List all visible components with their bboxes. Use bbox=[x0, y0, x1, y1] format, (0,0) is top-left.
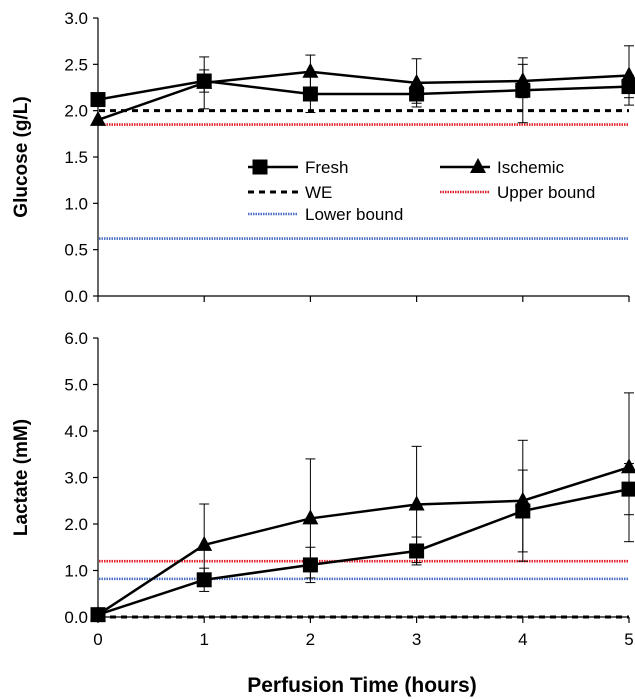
x-tick-label: 2 bbox=[306, 630, 315, 649]
y-tick-label: 0.5 bbox=[64, 241, 88, 260]
data-point-fresh bbox=[621, 481, 635, 497]
y-tick-label: 6.0 bbox=[64, 329, 88, 348]
glucose-chart: 0.0 0.5 1.0 1.5 2.0 2.5 3.0 Glucose (g/L) bbox=[11, 9, 635, 306]
y-tick-label: 5.0 bbox=[64, 376, 88, 395]
y-tick-label: 2.0 bbox=[64, 515, 88, 534]
series-line-fresh bbox=[97, 79, 630, 101]
y-tick-label: 2.0 bbox=[64, 102, 88, 121]
data-point-ischemic bbox=[90, 110, 106, 126]
legend: Fresh Ischemic WE Upper bound Lower bound bbox=[248, 158, 595, 224]
data-point-ischemic bbox=[302, 509, 319, 525]
legend-label-lower-bound: Lower bound bbox=[305, 205, 403, 224]
y-tick-label: 0.0 bbox=[64, 608, 88, 627]
x-axis-label: Perfusion Time (hours) bbox=[247, 674, 476, 697]
data-point-ischemic bbox=[408, 73, 425, 89]
data-point-ischemic bbox=[90, 605, 106, 621]
y-tick-label: 1.0 bbox=[64, 562, 88, 581]
y-axis-label: Glucose (g/L) bbox=[11, 96, 32, 217]
y-tick-label: 4.0 bbox=[64, 422, 88, 441]
lactate-chart: 0.0 1.0 2.0 3.0 4.0 5.0 6.0 0 1 2 3 4 5 Lactate (mM) P… bbox=[11, 329, 635, 697]
y-tick-label: 3.0 bbox=[64, 9, 88, 28]
y-tick-label: 3.0 bbox=[64, 469, 88, 488]
data-point-ischemic bbox=[514, 72, 531, 88]
data-point-ischemic bbox=[196, 73, 213, 89]
series-line-ischemic bbox=[97, 466, 630, 616]
x-tick-label: 4 bbox=[518, 630, 527, 649]
legend-label-fresh: Fresh bbox=[305, 158, 348, 177]
legend-marker-ischemic bbox=[470, 158, 486, 173]
data-point-ischemic bbox=[514, 491, 531, 507]
legend-marker-fresh bbox=[252, 159, 268, 175]
data-point-fresh bbox=[302, 86, 318, 102]
data-point-fresh bbox=[90, 92, 106, 108]
y-tick-label: 0.0 bbox=[64, 287, 88, 306]
data-point-ischemic bbox=[408, 495, 425, 511]
y-tick-label: 1.0 bbox=[64, 194, 88, 213]
data-point-ischemic bbox=[196, 535, 213, 551]
series-line-fresh bbox=[97, 487, 630, 616]
y-axis-label: Lactate (mM) bbox=[11, 419, 32, 536]
y-tick-label: 2.5 bbox=[64, 55, 88, 74]
legend-label-ischemic: Ischemic bbox=[497, 158, 565, 177]
data-point-fresh bbox=[621, 79, 635, 95]
data-point-ischemic bbox=[621, 458, 635, 474]
x-tick-label: 0 bbox=[93, 630, 102, 649]
x-tick-label: 1 bbox=[199, 630, 208, 649]
x-tick-label: 3 bbox=[412, 630, 421, 649]
legend-label-we: WE bbox=[305, 183, 332, 202]
data-point-ischemic bbox=[302, 62, 319, 78]
y-tick-label: 1.5 bbox=[64, 148, 88, 167]
legend-label-upper-bound: Upper bound bbox=[497, 183, 595, 202]
series-line-ischemic bbox=[97, 70, 630, 122]
data-point-ischemic bbox=[621, 66, 635, 82]
x-tick-label: 5 bbox=[624, 630, 633, 649]
